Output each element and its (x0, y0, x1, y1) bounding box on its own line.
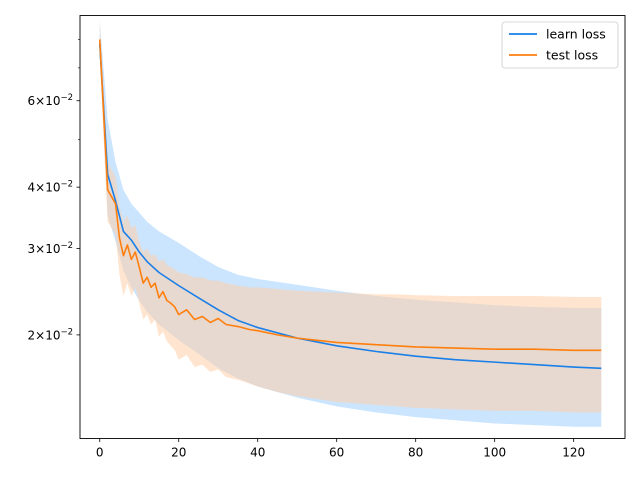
x-axis-ticks: 0 20 40 60 80 100 120 (96, 438, 585, 460)
legend-label: test loss (546, 48, 598, 63)
confidence-bands (99, 21, 602, 427)
x-tick-label: 80 (408, 446, 423, 460)
legend-label: learn loss (546, 27, 606, 42)
x-tick-label: 120 (562, 446, 585, 460)
x-tick-label: 20 (171, 446, 186, 460)
series-lines (98, 39, 602, 370)
y-tick-label: 4×10−2 (28, 180, 74, 195)
legend: learn loss test loss (501, 21, 619, 69)
plot-frame (79, 15, 626, 439)
band-test-loss (99, 21, 602, 413)
line-test-loss (98, 39, 602, 352)
x-tick-label: 100 (483, 446, 506, 460)
line-learn-loss (98, 43, 602, 370)
y-tick-label: 3×10−2 (28, 241, 74, 256)
x-tick-label: 60 (329, 446, 344, 460)
y-tick-label: 6×10−2 (28, 93, 74, 108)
x-tick-label: 0 (96, 446, 104, 460)
x-tick-label: 40 (250, 446, 265, 460)
y-axis-ticks: 2×10−2 3×10−2 4×10−2 6×10−2 (28, 39, 80, 342)
y-tick-label: 2×10−2 (28, 327, 74, 342)
